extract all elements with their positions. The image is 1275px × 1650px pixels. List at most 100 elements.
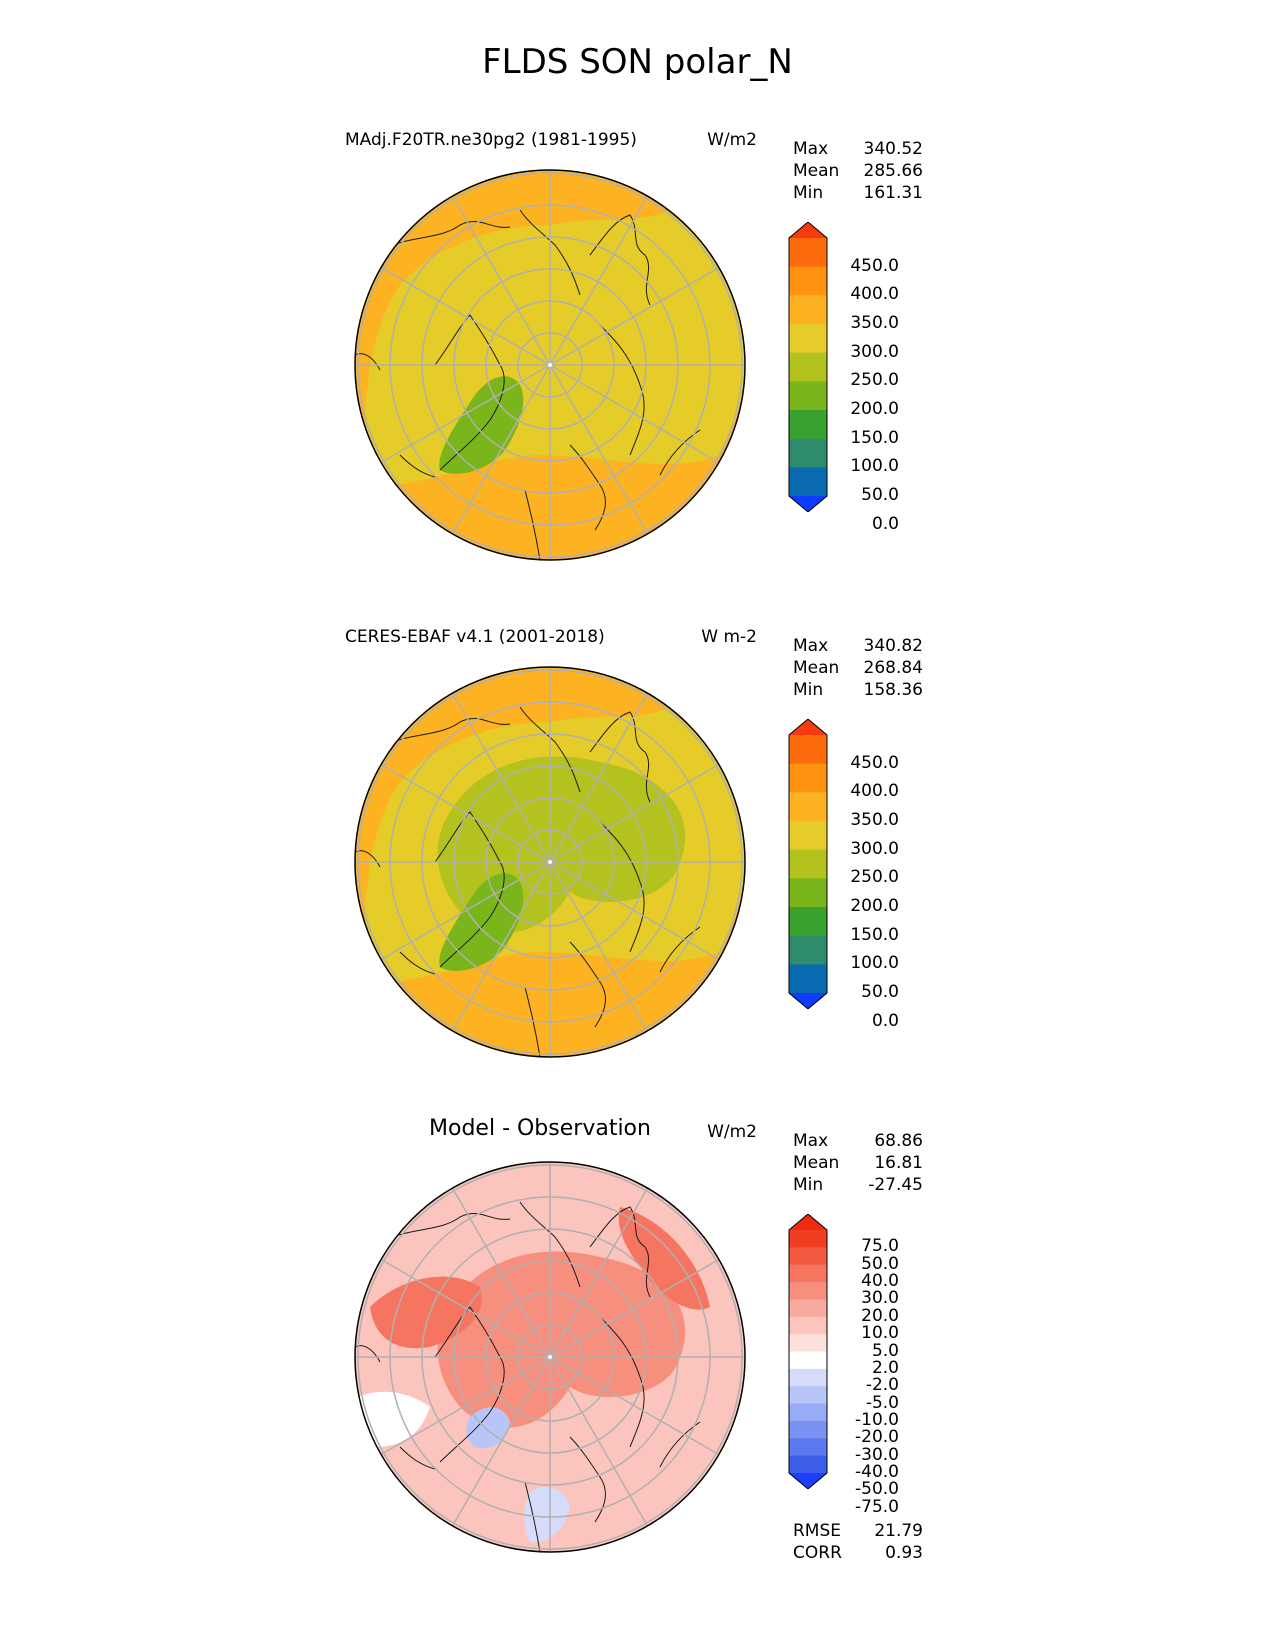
colorbar-tick-label: 75.0 <box>861 1236 899 1257</box>
stat-label: CORR <box>793 1543 842 1563</box>
polar-map <box>354 666 746 1058</box>
colorbar-extend-bottom <box>789 1473 827 1489</box>
colorbar-tick-label: 150.0 <box>850 427 899 448</box>
colorbar-box <box>789 1420 827 1439</box>
stat-value: 0.93 <box>885 1543 923 1563</box>
longitude-line <box>549 861 720 961</box>
colorbar-box <box>789 735 827 765</box>
colorbar <box>788 719 828 1009</box>
panel-units: W m-2 <box>701 627 757 647</box>
panel-difference: Model - Observation W/m2 Max 68.86 Mean 16… <box>0 1116 1275 1602</box>
stat-value: 340.82 <box>863 636 923 656</box>
colorbar-box <box>789 467 827 497</box>
colorbar-box <box>789 1368 827 1387</box>
panel-units: W/m2 <box>707 130 757 150</box>
colorbar-outline <box>788 719 828 1009</box>
colorbar-box <box>789 907 827 937</box>
colorbar-box <box>789 763 827 793</box>
colorbar-tick-label: 50.0 <box>861 1253 899 1274</box>
map-region-greenland <box>439 873 524 971</box>
colorbar <box>788 1214 828 1489</box>
map-region-blob_b <box>618 1207 710 1310</box>
longitude-line <box>549 692 649 863</box>
panel-title: CERES-EBAF v4.1 (2001-2018) <box>345 627 605 647</box>
colorbar-tick-label: 400.0 <box>850 284 899 305</box>
stat-value: 161.31 <box>863 183 923 203</box>
panel-title: MAdj.F20TR.ne30pg2 (1981-1995) <box>345 130 637 150</box>
colorbar-tick-label: 0.0 <box>871 1010 899 1031</box>
colorbar-box <box>789 1230 827 1248</box>
colorbar-tick-label: 0.0 <box>871 513 899 534</box>
colorbar-box <box>789 878 827 908</box>
colorbar-box <box>789 295 827 325</box>
colorbar-tick-label: 100.0 <box>850 456 899 477</box>
pole-marker <box>548 1355 552 1359</box>
colorbar-box <box>789 381 827 411</box>
colorbar-tick-label: 200.0 <box>850 399 899 419</box>
colorbar-tick-label: 250.0 <box>850 370 899 391</box>
colorbar-extend-top <box>789 719 827 735</box>
longitude-line <box>451 195 551 366</box>
colorbar-tick-label: 2.0 <box>871 1357 899 1378</box>
longitude-line <box>549 266 720 366</box>
panel-model: MAdj.F20TR.ne30pg2 (1981-1995) W/m2 Max 3… <box>0 130 1275 600</box>
longitude-line <box>549 195 649 366</box>
colorbar-tick-label: 20.0 <box>861 1305 899 1326</box>
longitude-line <box>380 1356 551 1456</box>
longitude-line <box>380 1258 551 1358</box>
colorbar-tick-label: -50.0 <box>855 1479 899 1500</box>
pole-marker <box>548 860 552 864</box>
coastline <box>589 711 651 953</box>
stat-value: 285.66 <box>863 161 923 181</box>
colorbar-tick-label: 50.0 <box>861 982 899 1002</box>
colorbar-box <box>789 849 827 879</box>
stat-value: 340.52 <box>863 139 923 159</box>
longitude-line <box>549 763 720 863</box>
colorbar-box <box>789 1351 827 1370</box>
stats-box: Max 340.52 Mean 285.66 Min 161.31 <box>793 138 923 204</box>
coastline <box>589 1206 651 1448</box>
longitude-line <box>451 364 551 535</box>
longitude-line <box>451 1356 551 1527</box>
colorbar-box <box>789 324 827 354</box>
colorbar-box <box>789 792 827 822</box>
colorbar-box <box>789 352 827 382</box>
colorbar-box <box>789 1455 827 1474</box>
longitude-line <box>549 364 649 535</box>
colorbar-box <box>789 1386 827 1405</box>
longitude-line <box>380 763 551 863</box>
colorbar-tick-label: 5.0 <box>871 1340 899 1361</box>
stat-label: Mean <box>793 1153 840 1173</box>
longitude-line <box>380 861 551 961</box>
longitude-line <box>549 1356 720 1456</box>
colorbar-box <box>789 238 827 268</box>
map-boundary <box>354 1161 746 1553</box>
colorbar-box <box>789 1264 827 1283</box>
colorbar-box <box>789 964 827 994</box>
colorbar-labels: 450.0 400.0 350.0 300.0 250.0 200.0 150.0 100.0… <box>835 719 899 1029</box>
longitude-line <box>380 364 551 464</box>
colorbar-tick-label: -40.0 <box>855 1462 899 1482</box>
colorbar-box <box>789 1316 827 1335</box>
colorbar-tick-label: 300.0 <box>850 341 899 362</box>
stat-value: 21.79 <box>874 1521 923 1541</box>
longitude-line <box>549 1258 720 1358</box>
colorbar-box <box>789 935 827 965</box>
colorbar-box <box>789 1334 827 1352</box>
colorbar-tick-label: 30.0 <box>861 1288 899 1309</box>
coastline <box>355 1345 541 1552</box>
panel-title: Model - Observation <box>429 1116 651 1141</box>
longitude-line <box>549 364 720 464</box>
polar-map <box>354 169 746 561</box>
longitude-line <box>451 1187 551 1358</box>
longitude-line <box>451 861 551 1032</box>
colorbar-box <box>789 821 827 851</box>
longitude-line <box>549 1187 649 1358</box>
colorbar-tick-label: 200.0 <box>850 896 899 916</box>
colorbar-tick-label: -2.0 <box>865 1375 899 1396</box>
longitude-line <box>451 692 551 863</box>
colorbar-box <box>789 1403 827 1422</box>
colorbar-tick-label: 150.0 <box>850 924 899 945</box>
colorbar-tick-label: 400.0 <box>850 781 899 802</box>
colorbar-tick-label: 40.0 <box>861 1271 899 1292</box>
